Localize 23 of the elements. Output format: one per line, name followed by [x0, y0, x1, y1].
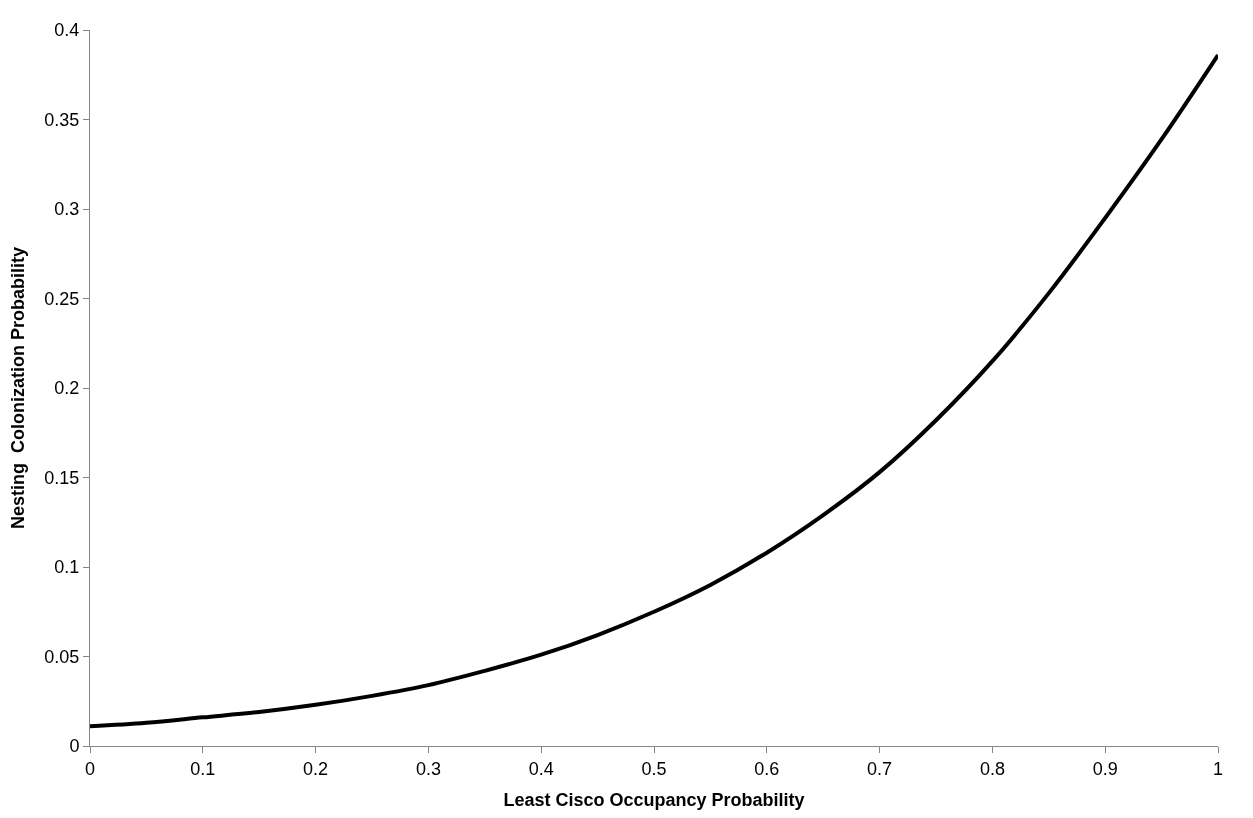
x-tick-label: 0.7: [867, 758, 893, 779]
y-tick-label: 0.3: [54, 199, 80, 220]
x-tick-label: 0.3: [415, 758, 441, 779]
x-tick-label: 0.9: [1092, 758, 1118, 779]
y-tick-label: 0.05: [44, 646, 80, 667]
y-axis-title: Nesting Colonization Probability: [7, 246, 28, 530]
y-tick-label: 0.2: [54, 378, 80, 399]
x-tick-label: 0.6: [754, 758, 780, 779]
y-tick-label: 0.4: [54, 20, 80, 41]
x-tick-label: 1: [1212, 758, 1224, 779]
x-tick-label: 0.5: [641, 758, 667, 779]
line-series: [90, 53, 1218, 729]
y-tick-label: 0.25: [44, 288, 80, 309]
y-tick-label: 0: [69, 736, 80, 757]
y-tick-label: 0.35: [44, 109, 80, 130]
x-tick-label: 0.1: [190, 758, 216, 779]
x-tick-label: 0.2: [303, 758, 329, 779]
x-tick-label: 0: [84, 758, 96, 779]
x-tick-label: 0.4: [528, 758, 554, 779]
x-tick-label: 0.8: [979, 758, 1005, 779]
y-tick-label: 0.15: [44, 467, 80, 488]
x-axis-title: Least Cisco Occupancy Probability: [503, 789, 805, 810]
y-tick-label: 0.1: [54, 557, 80, 578]
